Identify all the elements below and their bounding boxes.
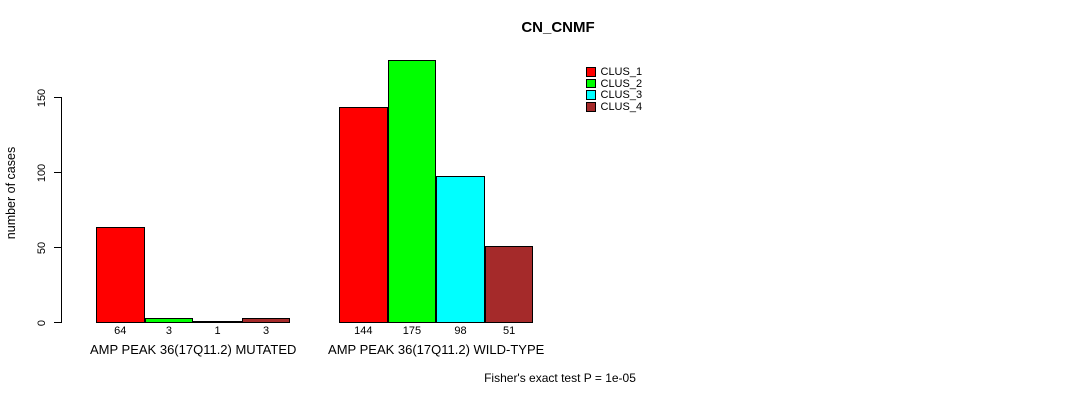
y-tick-mark [54, 97, 61, 98]
bar-value-label: 175 [402, 325, 422, 337]
bar-clus_3-group2 [436, 175, 485, 323]
bar-value-label: 98 [454, 325, 467, 337]
y-tick-mark [54, 172, 61, 173]
legend-item-clus_1: CLUS_1 [586, 66, 642, 78]
bar-clus_2-group1 [144, 318, 194, 323]
legend-item-clus_2: CLUS_2 [586, 78, 642, 90]
bar-clus_4-group1 [241, 318, 291, 323]
chart-title: CN_CNMF [521, 19, 595, 36]
bar-value-label: 64 [114, 325, 127, 337]
legend-swatch-icon [586, 78, 596, 89]
legend-label: CLUS_2 [600, 77, 643, 90]
y-tick-label: 150 [36, 88, 48, 107]
bar-value-label: 1 [214, 325, 221, 337]
legend-item-clus_4: CLUS_4 [586, 101, 642, 113]
y-axis-line [61, 97, 62, 323]
group-label: AMP PEAK 36(17Q11.2) WILD-TYPE [328, 342, 545, 357]
legend-swatch-icon [586, 102, 596, 112]
legend-label: CLUS_4 [600, 100, 643, 113]
legend-item-clus_3: CLUS_3 [586, 89, 642, 101]
legend-label: CLUS_3 [600, 89, 643, 102]
bar-clus_1-group1 [96, 226, 145, 323]
bar-value-label: 3 [165, 325, 172, 337]
y-tick-label: 50 [36, 241, 48, 254]
y-tick-mark [54, 322, 61, 323]
legend-label: CLUS_1 [600, 65, 643, 78]
bar-clus_2-group2 [387, 60, 437, 323]
y-tick-mark [54, 247, 61, 248]
legend-swatch-icon [586, 67, 596, 77]
bar-clus_1-group2 [339, 106, 388, 323]
bar-value-label: 144 [354, 325, 373, 337]
bar-value-label: 3 [263, 325, 270, 337]
y-tick-label: 100 [36, 163, 48, 182]
group-label: AMP PEAK 36(17Q11.2) MUTATED [89, 342, 297, 357]
legend-swatch-icon [586, 90, 596, 100]
bar-clus_4-group2 [484, 246, 534, 323]
fisher-test-note: Fisher's exact test P = 1e-05 [484, 371, 636, 385]
legend: CLUS_1 CLUS_2 CLUS_3 CLUS_4 [586, 66, 642, 113]
y-tick-label: 0 [36, 319, 48, 326]
bar-value-label: 51 [502, 325, 516, 337]
bar-clus_3-group1 [193, 321, 242, 323]
